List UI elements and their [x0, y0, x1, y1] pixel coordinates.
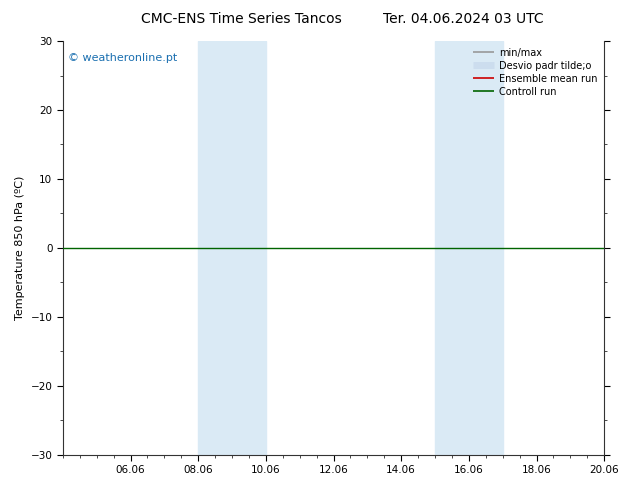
Bar [198, 41, 266, 455]
Legend: min/max, Desvio padr tilde;o, Ensemble mean run, Controll run: min/max, Desvio padr tilde;o, Ensemble m… [469, 44, 601, 100]
Text: © weatheronline.pt: © weatheronline.pt [68, 53, 178, 64]
Bar [435, 41, 503, 455]
Text: CMC-ENS Time Series Tancos: CMC-ENS Time Series Tancos [141, 12, 341, 26]
Text: Ter. 04.06.2024 03 UTC: Ter. 04.06.2024 03 UTC [382, 12, 543, 26]
Y-axis label: Temperature 850 hPa (ºC): Temperature 850 hPa (ºC) [15, 175, 25, 320]
